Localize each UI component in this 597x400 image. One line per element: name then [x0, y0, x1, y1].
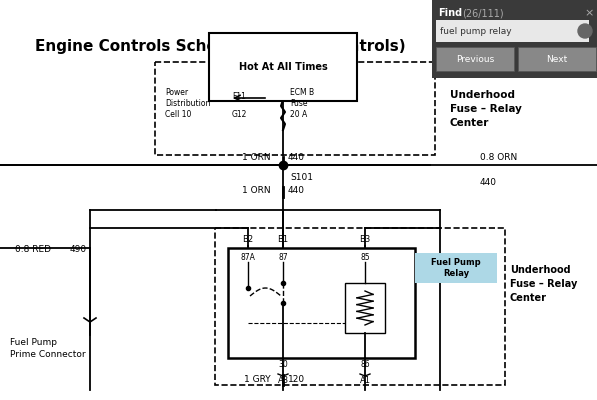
Text: F11: F11 [232, 92, 246, 101]
Text: 87A: 87A [241, 253, 256, 262]
Text: fuel pump relay: fuel pump relay [440, 26, 512, 36]
Bar [436, 47, 514, 71]
Text: 0.8 RED: 0.8 RED [15, 246, 51, 254]
Text: ECM B: ECM B [290, 88, 314, 97]
Text: 440: 440 [288, 153, 305, 162]
Text: 85: 85 [360, 253, 370, 262]
Text: Engine Controls Schematics (Fuel Controls): Engine Controls Schematics (Fuel Control… [35, 40, 405, 54]
Text: B3: B3 [359, 235, 371, 244]
Text: Distribution: Distribution [165, 99, 210, 108]
Bar [155, 62, 435, 155]
Text: 440: 440 [480, 178, 497, 187]
Text: Underhood
Fuse – Relay
Center: Underhood Fuse – Relay Center [510, 265, 577, 303]
Text: Cell 10: Cell 10 [165, 110, 192, 119]
Text: 490: 490 [70, 246, 87, 254]
Text: A1: A1 [359, 376, 371, 385]
Text: 1 ORN: 1 ORN [242, 186, 271, 195]
Text: 1 GRY: 1 GRY [244, 376, 271, 384]
Text: 20 A: 20 A [290, 110, 307, 119]
Bar [215, 228, 505, 385]
Text: A3: A3 [278, 376, 288, 385]
Bar [345, 283, 385, 333]
Text: Previous: Previous [456, 54, 494, 64]
Text: 0.8 ORN: 0.8 ORN [480, 153, 517, 162]
Text: Hot At All Times: Hot At All Times [239, 62, 327, 72]
Text: Next: Next [546, 54, 568, 64]
Text: G12: G12 [232, 110, 247, 119]
Bar [518, 47, 596, 71]
Bar [415, 253, 497, 283]
Text: 440: 440 [288, 186, 305, 195]
Text: ×: × [584, 8, 593, 18]
Text: B1: B1 [278, 235, 288, 244]
Text: 120: 120 [288, 376, 305, 384]
Text: Fuse: Fuse [290, 99, 307, 108]
Text: 30: 30 [278, 360, 288, 369]
Bar [432, 0, 597, 78]
Text: (26/111): (26/111) [462, 8, 504, 18]
Text: Find: Find [438, 8, 462, 18]
Text: Fuel Pump
Relay: Fuel Pump Relay [431, 258, 481, 278]
Bar [228, 248, 415, 358]
Circle shape [578, 24, 592, 38]
Text: 86: 86 [360, 360, 370, 369]
Bar [436, 20, 589, 42]
Text: 87: 87 [278, 253, 288, 262]
Text: Fuel Pump
Prime Connector: Fuel Pump Prime Connector [10, 338, 85, 359]
Text: Power: Power [165, 88, 188, 97]
Text: Underhood
Fuse – Relay
Center: Underhood Fuse – Relay Center [450, 90, 522, 128]
Text: S101: S101 [290, 173, 313, 182]
Text: 1 ORN: 1 ORN [242, 153, 271, 162]
Text: B2: B2 [242, 235, 254, 244]
